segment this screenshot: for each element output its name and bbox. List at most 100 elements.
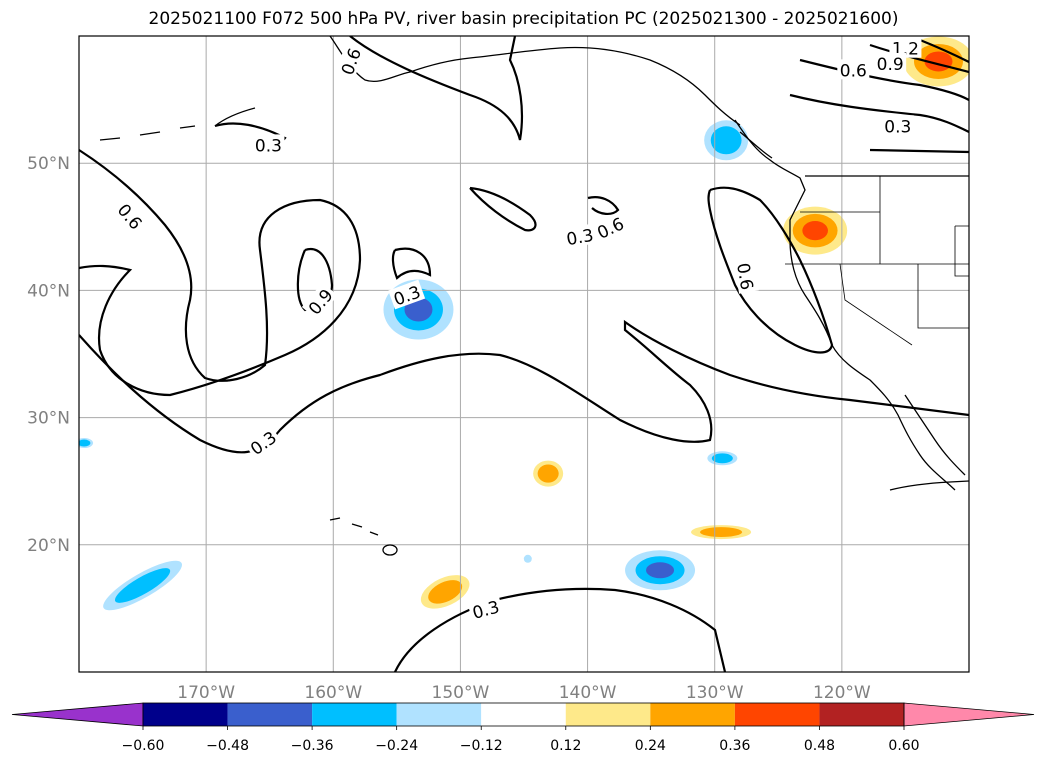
- contour-label-group: 0.6: [591, 211, 629, 244]
- colorbar-tick-label: 0.48: [804, 738, 835, 754]
- hawaii-chain: [329, 517, 379, 536]
- lon-label: 120°W: [813, 683, 871, 703]
- contour-ne-0.9: [869, 43, 969, 74]
- contour-label-group: 0.9: [874, 52, 907, 75]
- contour-label: 0.3: [247, 428, 281, 460]
- contour-label: 0.9: [877, 55, 904, 75]
- lon-label: 140°W: [559, 683, 617, 703]
- colorbar-extend-high: [903, 702, 1035, 727]
- contour-label-bg: [874, 52, 907, 73]
- aleutian-chain: [99, 107, 256, 141]
- contour-ne-1.2: [919, 38, 969, 63]
- colorbar-tick-label: 0.24: [635, 738, 666, 754]
- lat-label: 40°N: [27, 281, 70, 301]
- colorbar-box: [819, 703, 904, 726]
- precip-blob: [646, 562, 675, 579]
- contour-label: 0.6: [113, 200, 146, 234]
- colorbar-tick-label: 0.36: [719, 738, 750, 754]
- precipitation-shading: [79, 36, 969, 611]
- contour-label-bg: [733, 258, 759, 294]
- colorbar-tick-label: 0.12: [550, 738, 581, 754]
- lon-label: 130°W: [686, 683, 744, 703]
- contour-label-bg: [591, 211, 629, 243]
- contour-label-bg: [388, 279, 426, 310]
- contour-label-group: 0.6: [112, 197, 149, 235]
- precip-blob: [802, 221, 828, 241]
- colorbar-extend-low: [11, 702, 144, 727]
- colorbar-box: [650, 703, 735, 726]
- colorbar-box: [734, 703, 820, 726]
- precip-blob: [537, 464, 559, 483]
- colorbar-box: [143, 703, 228, 726]
- contour-label-group: 0.3: [562, 223, 598, 250]
- contour-label-bg: [112, 197, 149, 235]
- contour-label-group: 0.3: [252, 134, 285, 156]
- contour-labels: 0.60.30.60.9 0.30.3 0.60.60.30.31.20.90.60…: [112, 37, 922, 624]
- colorbar-box: [396, 703, 482, 726]
- colorbar-tick-label: −0.48: [206, 738, 249, 754]
- colorbar-tick-label: 0.60: [888, 738, 919, 754]
- precip-blob: [79, 439, 91, 447]
- map-frame: [78, 35, 970, 673]
- lon-label: 150°W: [432, 683, 490, 703]
- contour-label-bg: [467, 594, 504, 623]
- precip-blob: [428, 580, 463, 604]
- coastlines: [99, 36, 969, 556]
- contour-label-bg: [301, 282, 338, 320]
- precip-blob: [114, 568, 171, 603]
- colorbar-box: [565, 703, 651, 726]
- contour-label-group: 0.3: [243, 424, 282, 460]
- longitude-labels: 170°W 160°W 150°W 140°W 130°W 120°W: [177, 683, 871, 703]
- contour-0.6-east: [707, 186, 834, 354]
- contour-ne-0.3: [789, 93, 969, 133]
- map-area: 0.60.30.60.9 0.30.3 0.60.60.30.31.20.90.60…: [79, 36, 969, 672]
- hawaii-island: [382, 544, 398, 556]
- colorbar-box: [312, 703, 397, 726]
- contour-label-bg: [889, 37, 922, 58]
- contour-label-bg: [252, 134, 285, 155]
- contour-label-bg: [335, 42, 366, 80]
- contour-label-bg: [837, 59, 870, 80]
- contour-label: 0.3: [565, 226, 595, 250]
- colorbar-frame: [142, 702, 905, 727]
- gridlines: [79, 36, 969, 672]
- colorbar: −0.60 −0.48 −0.36 −0.24 −0.12 0.12 0.24 0.36 0.4…: [11, 702, 1035, 754]
- contour-label-group: 0.6: [335, 42, 366, 80]
- colorbar-box: [227, 703, 313, 726]
- precip-blob: [523, 554, 532, 563]
- precip-blob: [711, 453, 733, 464]
- lat-label: 50°N: [27, 154, 70, 174]
- contour-label: 0.6: [840, 61, 867, 81]
- contour-label-group: 0.6: [837, 59, 870, 81]
- colorbar-tick-label: −0.24: [375, 738, 418, 754]
- contour-label-bg: [881, 115, 914, 136]
- lon-label: 160°W: [304, 683, 362, 703]
- contour-label-bg: [562, 223, 598, 249]
- vancouver-island: [739, 131, 773, 159]
- contour-label-group: 0.6: [732, 258, 759, 294]
- colorbar-box: [481, 703, 566, 726]
- contour-0.6-west: [79, 149, 362, 397]
- contour-0.6-small: [587, 196, 620, 215]
- contour-label: 0.6: [732, 262, 756, 292]
- contour-label-bg: [243, 424, 282, 460]
- bc-coast: [734, 119, 806, 240]
- pv-contours: [79, 36, 969, 672]
- colorbar-tick-label: −0.36: [291, 738, 334, 754]
- precip-blob: [700, 527, 743, 537]
- lat-label: 30°N: [27, 409, 70, 429]
- mexico-coast: [889, 480, 969, 491]
- contour-0.3-central: [79, 319, 969, 454]
- contour-0.3-small: [469, 186, 537, 232]
- colorbar-tick-label: −0.60: [122, 738, 165, 754]
- map-title: 2025021100 F072 500 hPa PV, river basin …: [148, 9, 899, 29]
- contour-label-group: 0.3: [881, 115, 914, 137]
- california-coast: [789, 239, 956, 491]
- contour-label-group: 0.3: [467, 594, 504, 624]
- lon-label: 170°W: [177, 683, 235, 703]
- latitude-labels: 50°N 40°N 30°N 20°N: [27, 154, 70, 556]
- contour-0.3-south: [394, 587, 727, 672]
- contour-ne-low: [869, 148, 969, 154]
- contour-0.6-north: [349, 36, 524, 141]
